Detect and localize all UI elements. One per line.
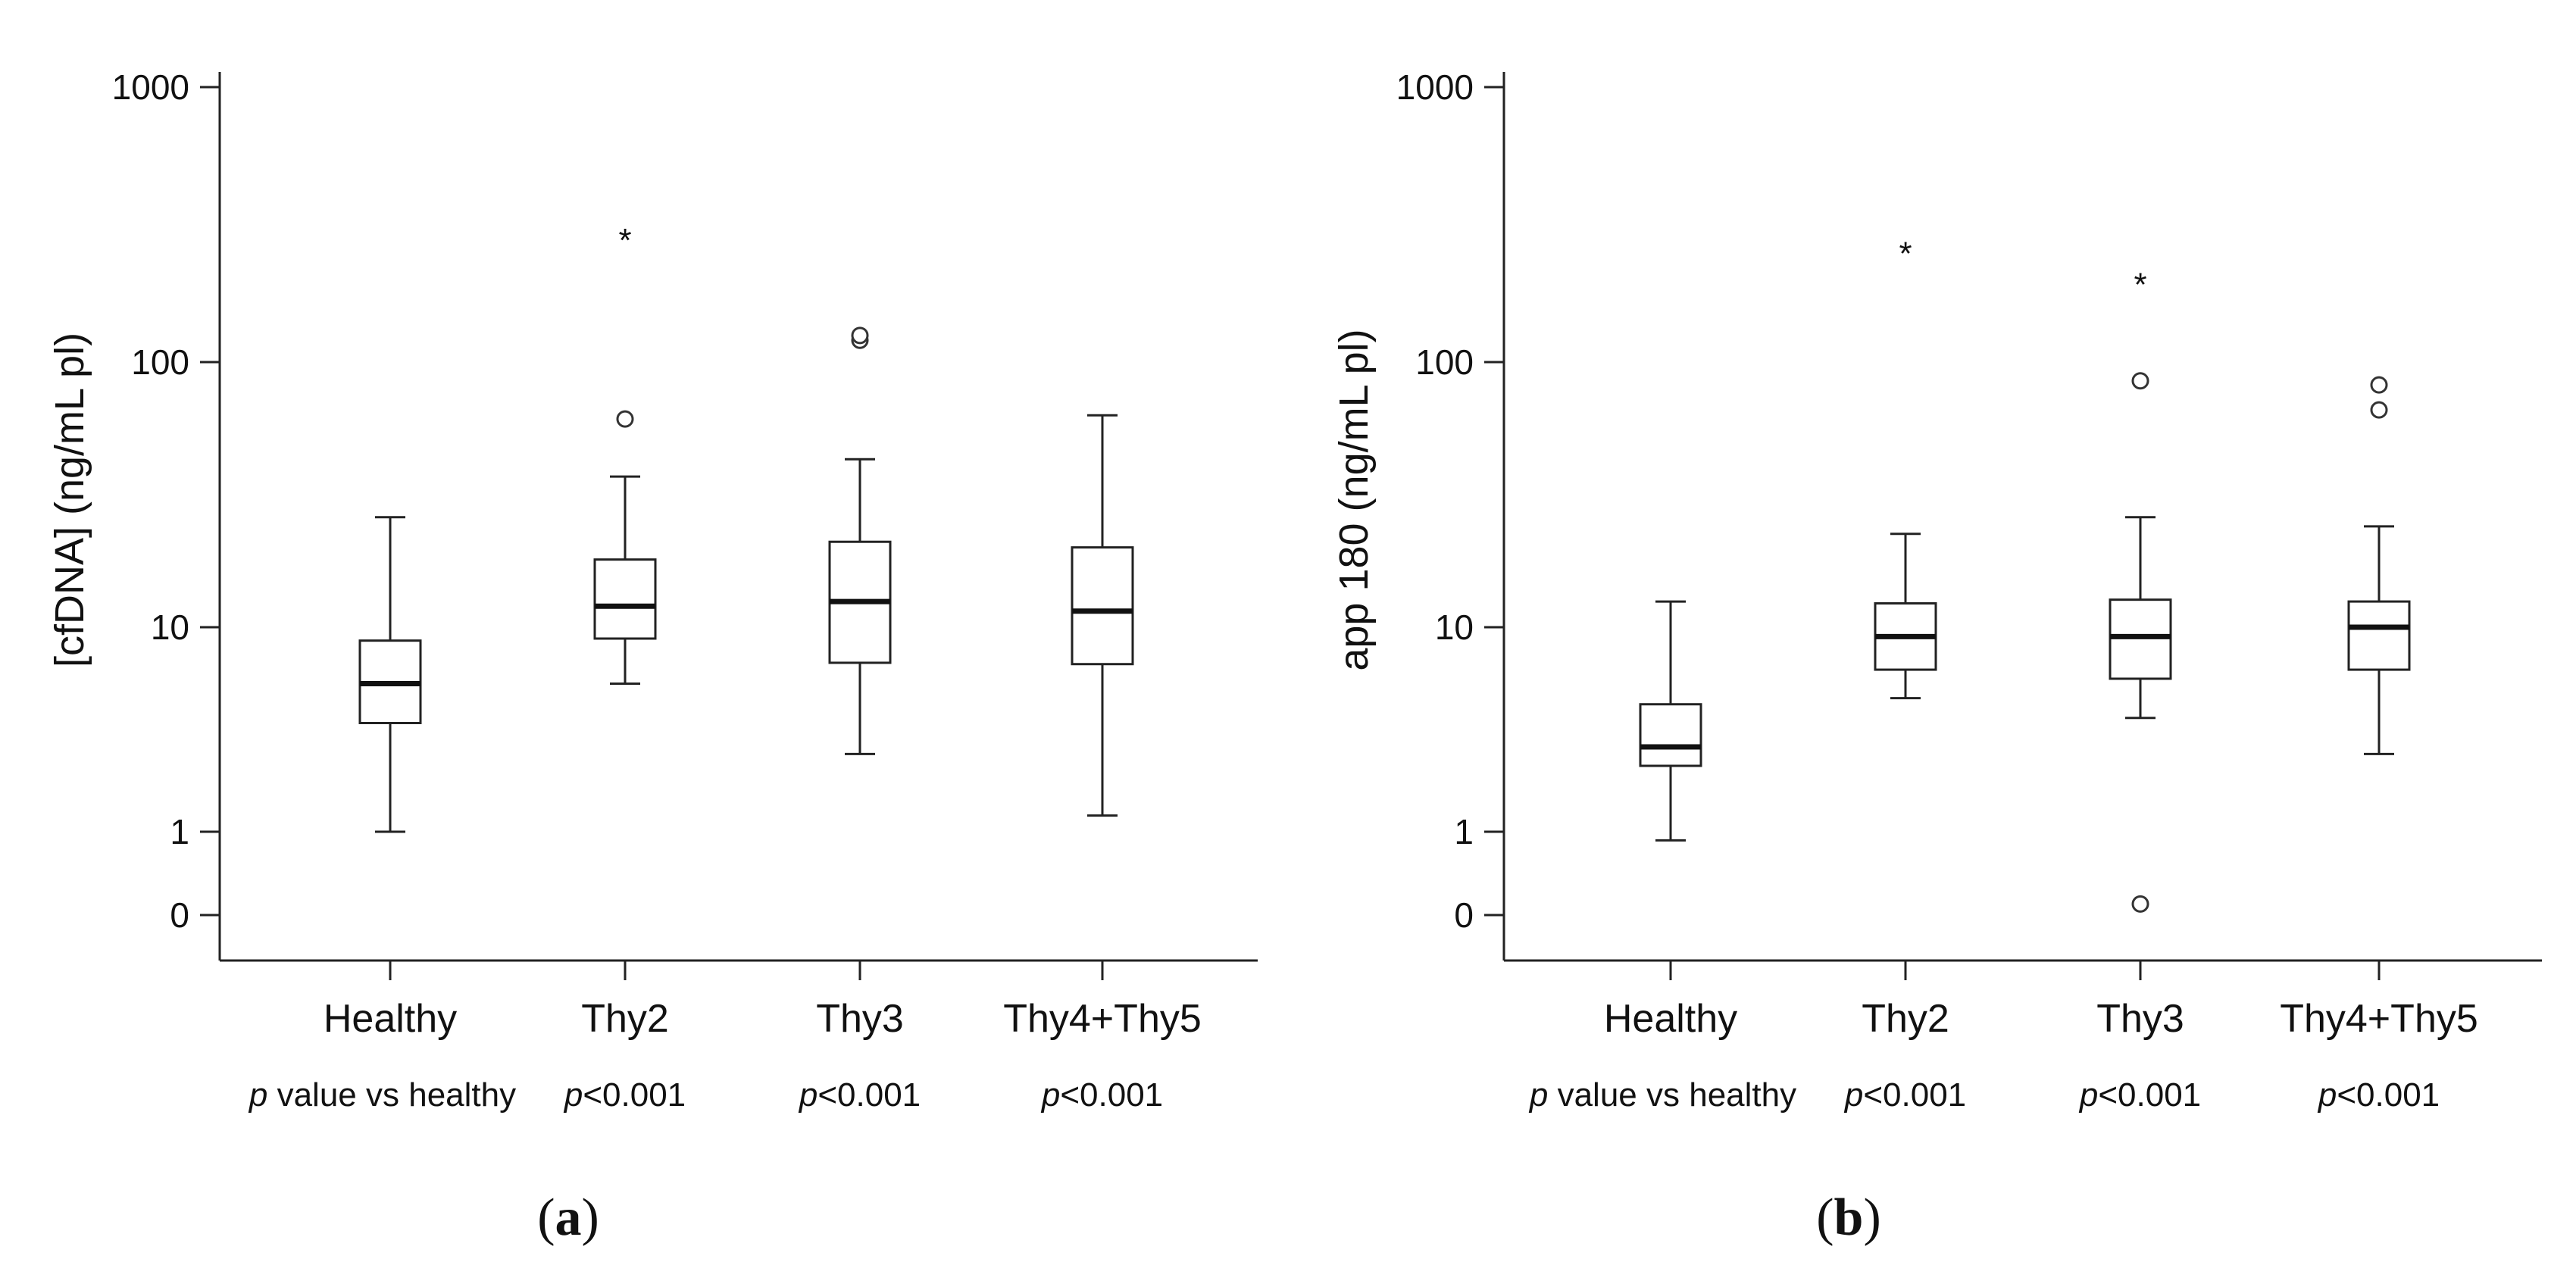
outlier-point [616,410,634,428]
extreme-point: * [618,222,631,259]
pvalue-symbol: p [1528,1076,1548,1114]
x-tick-label: Thy2 [1862,997,1949,1041]
pvalue-symbol: p [248,1076,267,1114]
box-plot-healthy [358,516,422,833]
box-plot-thy3: * [2109,267,2172,913]
box-plot-thy3 [828,326,892,755]
panel-label-close: ) [1863,1189,1880,1247]
pvalue-value: <0.001 [1863,1076,1966,1114]
pvalue-symbol: p [798,1076,818,1114]
x-tick-label: Healthy [1604,997,1737,1041]
y-tick-label: 1000 [112,67,189,107]
iqr-box [2347,600,2411,671]
x-tick-label: Thy3 [2096,997,2184,1041]
y-tick-label: 10 [151,608,189,647]
pvalue-value: <0.001 [2337,1076,2440,1114]
panel-b-chart: 0 1 10 100 1000 app 180 (ng/mL pl) Healthy Thy2… [1331,67,2542,1247]
box-plot-thy2: * [593,222,657,685]
iqr-box [1639,703,1702,767]
pvalue-symbol: p [1843,1076,1863,1114]
pvalue-value: <0.001 [1060,1076,1163,1114]
box-plot-healthy [1639,600,1702,842]
pvalue-header-text: value vs healthy [267,1076,516,1114]
y-tick-label: 0 [1454,895,1474,935]
pvalue-header: p value vs healthy [1528,1076,1796,1114]
extreme-point: * [1899,235,1912,272]
outlier-point [2131,372,2149,390]
x-tick-label: Thy3 [816,997,904,1041]
panel-label-open: ( [1816,1189,1834,1247]
x-tick-label: Thy4+Thy5 [1003,997,1202,1041]
y-axis-title: app 180 (ng/mL pl) [1331,329,1377,670]
y-tick-label: 100 [1415,342,1474,382]
pvalue-label: p<0.001 [2317,1076,2440,1114]
box-plot-thy4-thy5 [1071,414,1134,817]
y-tick-label: 100 [131,342,189,382]
pvalue-value: <0.001 [2098,1076,2201,1114]
y-tick-label: 0 [170,895,189,935]
outlier-point [851,326,869,345]
x-tick-label: Thy4+Thy5 [2280,997,2478,1041]
panel-label-open: ( [537,1189,555,1247]
extreme-point: * [2134,267,2146,304]
pvalue-symbol: p [2078,1076,2098,1114]
pvalue-header: p value vs healthy [248,1076,516,1114]
pvalue-symbol: p [563,1076,583,1114]
pvalue-label: p<0.001 [798,1076,921,1114]
y-tick-label: 1000 [1396,67,1474,107]
x-tick-label: Thy2 [581,997,669,1041]
y-tick-label: 1 [170,812,189,851]
outlier-point [2370,376,2388,394]
pvalue-value: <0.001 [583,1076,686,1114]
pvalue-header-text: value vs healthy [1548,1076,1796,1114]
x-tick-label: Healthy [324,997,457,1041]
y-tick-label: 10 [1435,608,1474,647]
outlier-point [2131,895,2149,913]
box-plot-thy4-thy5 [2347,376,2411,755]
box-plot-thy2: * [1874,235,1937,700]
panel-label: (b) [1816,1189,1881,1247]
iqr-box [1071,546,1134,666]
iqr-box [593,558,657,640]
pvalue-label: p<0.001 [1843,1076,1966,1114]
pvalue-value: <0.001 [818,1076,921,1114]
panel-label-close: ) [582,1189,599,1247]
pvalue-symbol: p [2317,1076,2337,1114]
pvalue-label: p<0.001 [563,1076,686,1114]
panel-label-letter: a [555,1189,582,1247]
panel-label-letter: b [1834,1189,1864,1247]
panel-a-chart: 0 1 10 100 1000 [cfDNA] (ng/mL pl) Healthy Thy2… [47,67,1258,1247]
panel-label: (a) [537,1189,599,1247]
outlier-point [2370,401,2388,419]
pvalue-label: p<0.001 [1040,1076,1163,1114]
y-axis-title: [cfDNA] (ng/mL pl) [47,333,92,667]
pvalue-label: p<0.001 [2078,1076,2201,1114]
pvalue-symbol: p [1040,1076,1060,1114]
y-tick-label: 1 [1454,812,1474,851]
